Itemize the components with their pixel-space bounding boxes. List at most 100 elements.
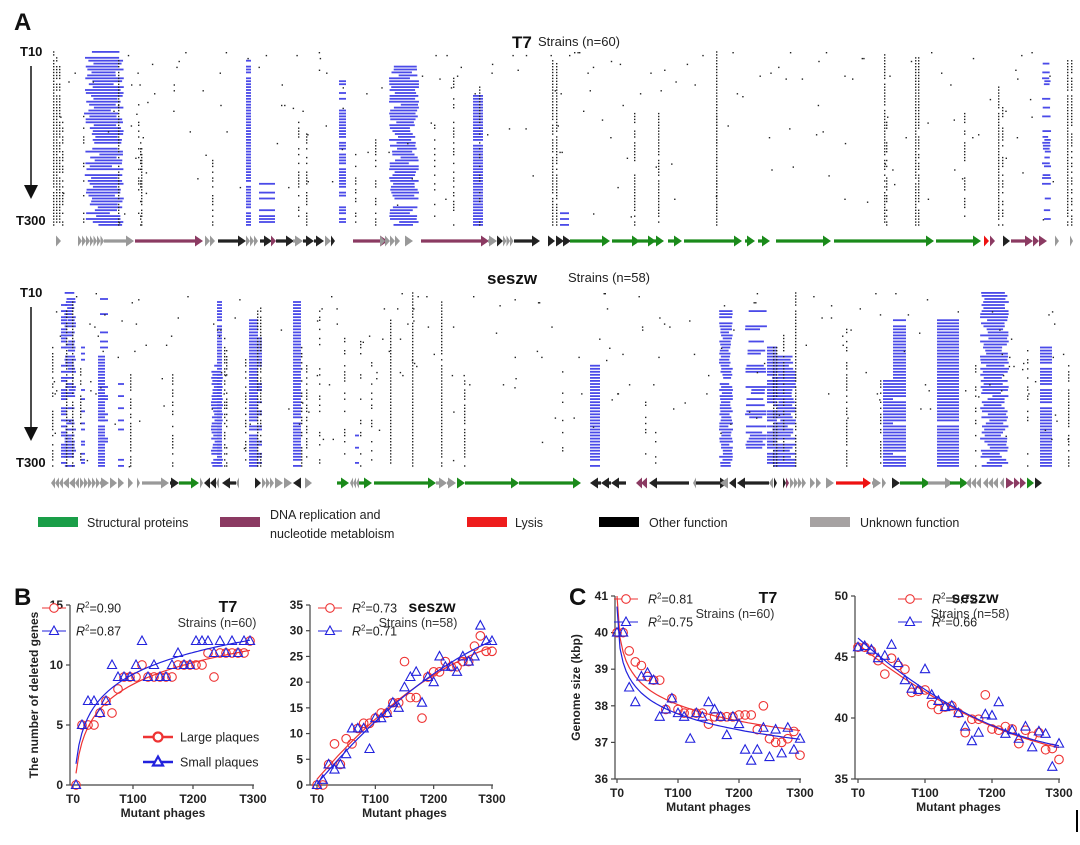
- mutation-dot: [716, 86, 718, 88]
- deletion-bar: [473, 182, 483, 185]
- deletion-bar: [93, 97, 118, 100]
- mutation-dot: [141, 174, 143, 176]
- mutation-dot: [1071, 189, 1073, 191]
- mutation-dot: [1067, 195, 1069, 197]
- mutation-dot: [412, 465, 414, 467]
- mutation-dot: [257, 398, 259, 400]
- deletion-bar: [89, 127, 122, 129]
- mutation-dot: [525, 54, 528, 57]
- deletion-bar: [473, 115, 483, 118]
- mutation-dot: [1071, 142, 1073, 144]
- mutation-dot: [281, 84, 283, 86]
- deletion-bar: [590, 395, 600, 397]
- mutation-dot: [390, 322, 392, 325]
- mutation-dot: [479, 127, 481, 129]
- mutation-dot: [464, 404, 466, 406]
- mutation-dot: [716, 159, 718, 162]
- mutation-dot: [53, 133, 55, 135]
- mutation-dot: [321, 308, 323, 310]
- mutation-dot: [72, 441, 74, 443]
- deletion-bar: [246, 174, 251, 176]
- deletion-bar: [893, 331, 906, 334]
- gene-arrow: [990, 235, 995, 247]
- data-point-small: [852, 641, 864, 652]
- mutation-dot: [260, 377, 262, 379]
- gene-arrow: [966, 477, 971, 489]
- mutation-dot: [508, 128, 511, 130]
- mutation-dot: [412, 419, 414, 422]
- deletion-bar: [590, 419, 600, 422]
- mutation-dot: [390, 441, 392, 443]
- deletion-bar: [87, 74, 116, 77]
- gene-arrow: [271, 235, 276, 247]
- mutation-dot: [390, 380, 392, 382]
- mutation-dot: [140, 200, 142, 203]
- deletion-bar: [883, 446, 893, 449]
- mutation-dot: [72, 322, 74, 325]
- mutation-dot: [1071, 107, 1073, 109]
- data-point-small: [721, 728, 733, 740]
- mutation-dot: [62, 165, 64, 168]
- mutation-dot: [884, 151, 886, 153]
- mutation-dot: [1068, 419, 1070, 422]
- mutation-dot: [1031, 52, 1033, 54]
- mutation-dot: [639, 93, 642, 95]
- mutation-dot: [344, 380, 346, 382]
- mutation-dot: [257, 441, 259, 443]
- mutation-dot: [702, 54, 704, 57]
- data-point-small: [226, 634, 238, 646]
- mutation-dot: [776, 353, 778, 355]
- deletion-bar: [61, 462, 67, 464]
- mutation-dot: [226, 398, 228, 400]
- mutation-dot: [763, 362, 766, 365]
- mutation-dot: [795, 298, 797, 300]
- deletion-bar: [94, 141, 122, 144]
- mutation-dot: [257, 395, 259, 397]
- deletion-bar: [293, 346, 301, 349]
- deletion-bar: [217, 352, 222, 355]
- mutation-dot: [880, 447, 882, 449]
- mutation-dot: [884, 186, 886, 188]
- data-point-large: [487, 646, 497, 657]
- deletion-bar: [893, 377, 906, 379]
- mutation-dot: [998, 203, 1000, 206]
- mutation-dot: [260, 337, 262, 340]
- mutation-dot: [53, 197, 55, 200]
- mutation-dot: [464, 413, 466, 416]
- mutation-dot: [226, 392, 228, 394]
- legend-marker-circle: [621, 594, 631, 604]
- mutation-dot: [56, 83, 58, 85]
- mutation-dot: [52, 346, 54, 349]
- deletion-bar: [65, 452, 75, 455]
- mutation-dot: [53, 74, 55, 77]
- mutation-dot: [552, 215, 554, 217]
- mutation-dot: [441, 353, 443, 355]
- gene-arrow: [210, 477, 216, 489]
- mutation-dot: [884, 168, 886, 170]
- deletion-bar: [893, 410, 906, 413]
- mutation-dot: [918, 139, 920, 141]
- mutation-dot: [298, 177, 300, 179]
- mutation-dot: [260, 398, 262, 400]
- deletion-bar: [92, 147, 118, 150]
- deletion-bar: [246, 206, 251, 209]
- heatmap-seszw: seszw Strains (n=58) T10 T300: [16, 269, 1070, 489]
- deletion-bar: [473, 133, 483, 135]
- mutation-dot: [257, 456, 259, 458]
- deletion-bar: [980, 355, 1009, 358]
- mutation-dot: [435, 54, 437, 57]
- mutation-dot: [998, 124, 1000, 126]
- mutation-dot: [130, 380, 132, 382]
- gene-arrow: [612, 235, 640, 247]
- gene-arrow: [275, 477, 283, 489]
- mutation-dot: [141, 159, 143, 162]
- mutation-dot: [1068, 422, 1070, 425]
- mutation-dot: [918, 92, 920, 94]
- deletion-bar: [981, 310, 1009, 312]
- mutation-dot: [846, 389, 848, 391]
- mutation-dot: [664, 69, 666, 71]
- deletion-bar: [212, 392, 222, 394]
- mutation-dot: [306, 142, 308, 144]
- mutation-dot: [915, 60, 917, 62]
- data-point-small: [1053, 737, 1065, 748]
